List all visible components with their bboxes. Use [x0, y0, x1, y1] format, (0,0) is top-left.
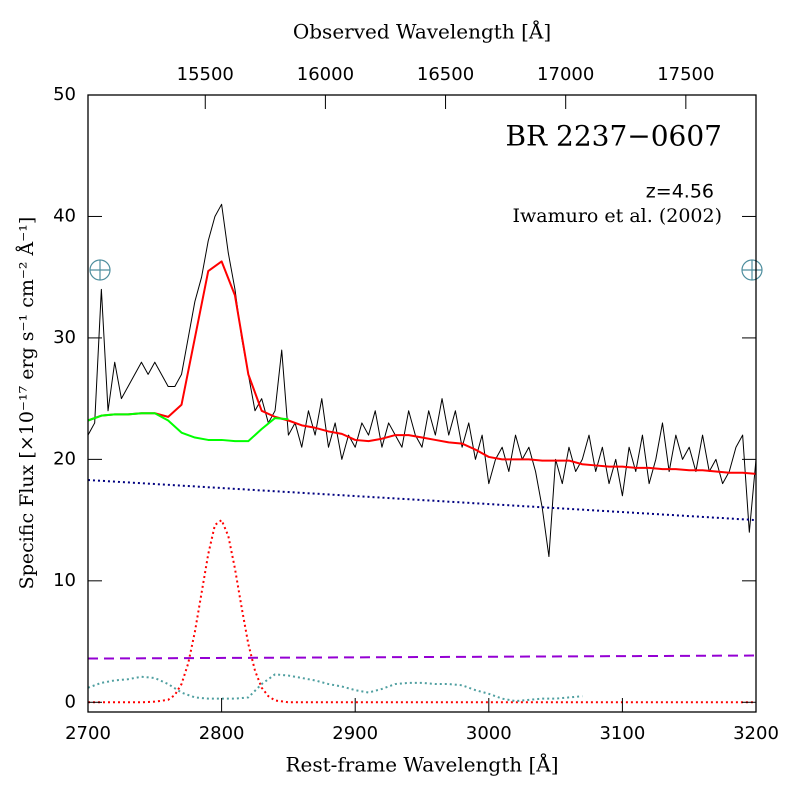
x-tick-label: 3000	[466, 723, 512, 744]
x-tick-label: 2700	[65, 723, 111, 744]
y-tick-label: 40	[53, 205, 76, 226]
annotation: z=4.56	[646, 181, 714, 203]
x-tick-label: 3100	[599, 723, 645, 744]
y-tick-label: 20	[53, 448, 76, 469]
top-tick-label: 15500	[177, 64, 234, 85]
spectrum-line	[88, 203, 756, 558]
x-tick-label: 2800	[199, 723, 245, 744]
plot-area	[88, 203, 756, 704]
earth-symbol	[89, 259, 111, 281]
top-tick-label: 16500	[417, 64, 474, 85]
top-axis-label: Observed Wavelength [Å]	[293, 19, 551, 44]
earth-symbol	[741, 259, 763, 281]
spectrum-line	[88, 479, 756, 522]
chart-title: BR 2237−0607	[505, 120, 722, 153]
x-axis-label: Rest-frame Wavelength [Å]	[285, 752, 558, 777]
y-axis-label: Specific Flux [×10⁻¹⁷ erg s⁻¹ cm⁻² Å⁻¹]	[16, 217, 38, 590]
spectrum-line	[88, 519, 756, 704]
spectrum-line	[88, 412, 289, 443]
y-tick-label: 0	[65, 691, 76, 712]
top-tick-label: 17500	[657, 64, 714, 85]
spectrum-line	[88, 260, 756, 475]
axes-frame	[87, 94, 757, 713]
y-tick-label: 50	[53, 84, 76, 105]
y-tick-label: 30	[53, 327, 76, 348]
spectrum-line	[88, 673, 583, 703]
top-tick-label: 17000	[537, 64, 594, 85]
top-tick-label: 16000	[297, 64, 354, 85]
x-tick-label: 2900	[332, 723, 378, 744]
annotation: Iwamuro et al. (2002)	[513, 205, 723, 227]
x-tick-label: 3200	[733, 723, 779, 744]
y-tick-label: 10	[53, 570, 76, 591]
